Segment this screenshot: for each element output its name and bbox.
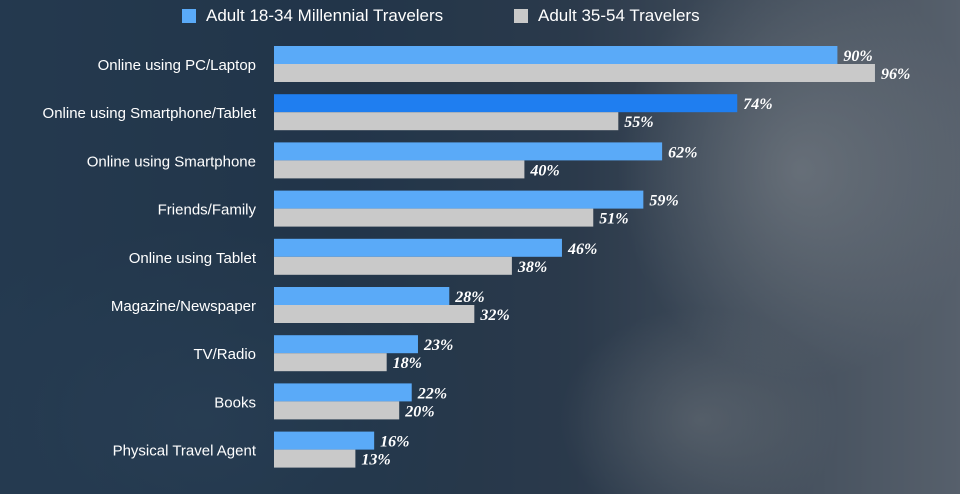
- value-label-millennial: 28%: [454, 289, 484, 306]
- bar-millennial: [274, 335, 418, 354]
- category-label: Physical Travel Agent: [113, 443, 257, 460]
- value-label-millennial: 23%: [423, 337, 453, 354]
- value-label-adult-35-54: 18%: [393, 355, 422, 372]
- category-label: Friends/Family: [158, 202, 257, 219]
- bar-millennial: [274, 142, 663, 161]
- category-label: Online using PC/Laptop: [98, 57, 256, 74]
- value-label-millennial: 46%: [567, 241, 597, 258]
- legend-item-adult-35-54: Adult 35-54 Travelers: [514, 4, 700, 28]
- value-label-millennial: 16%: [380, 434, 409, 451]
- value-label-adult-35-54: 38%: [517, 259, 547, 276]
- bar-millennial: [274, 431, 375, 450]
- bar-adult-35-54: [274, 64, 875, 82]
- legend-swatch-adult-35-54: [514, 9, 528, 23]
- bar-adult-35-54: [274, 401, 400, 420]
- category-label: Books: [214, 394, 256, 411]
- value-label-millennial: 62%: [668, 144, 697, 161]
- bar-millennial: [274, 46, 838, 64]
- value-label-adult-35-54: 20%: [404, 403, 434, 420]
- value-label-adult-35-54: 96%: [881, 66, 910, 83]
- bar-millennial: [274, 238, 562, 257]
- legend-item-millennial: Adult 18-34 Millennial Travelers: [182, 4, 443, 28]
- bar-adult-35-54: [274, 305, 475, 323]
- bar-millennial: [274, 190, 644, 209]
- category-label: Magazine/Newspaper: [111, 298, 256, 315]
- bar-millennial: [274, 383, 412, 402]
- value-label-adult-35-54: 32%: [479, 307, 509, 324]
- value-label-adult-35-54: 55%: [624, 114, 653, 131]
- legend-swatch-millennial: [182, 9, 196, 23]
- category-label: Online using Smartphone: [87, 153, 256, 170]
- legend: Adult 18-34 Millennial Travelers Adult 3…: [0, 4, 960, 28]
- bar-millennial: [274, 94, 738, 113]
- value-label-millennial: 22%: [417, 385, 447, 402]
- value-label-millennial: 90%: [843, 48, 872, 65]
- bar-adult-35-54: [274, 160, 525, 179]
- legend-label-adult-35-54: Adult 35-54 Travelers: [538, 6, 700, 25]
- value-label-adult-35-54: 51%: [599, 211, 628, 228]
- value-label-millennial: 59%: [649, 193, 678, 210]
- value-label-millennial: 74%: [743, 96, 772, 113]
- bar-adult-35-54: [274, 353, 387, 372]
- bar-adult-35-54: [274, 449, 356, 468]
- bar-adult-35-54: [274, 208, 594, 227]
- bar-adult-35-54: [274, 112, 619, 131]
- category-label: Online using Smartphone/Tablet: [43, 105, 257, 122]
- value-label-adult-35-54: 40%: [529, 162, 559, 179]
- bar-adult-35-54: [274, 256, 512, 275]
- legend-label-millennial: Adult 18-34 Millennial Travelers: [206, 6, 444, 25]
- category-label: TV/Radio: [193, 346, 256, 363]
- bar-millennial: [274, 287, 450, 305]
- value-label-adult-35-54: 13%: [361, 452, 390, 469]
- category-label: Online using Tablet: [129, 250, 257, 267]
